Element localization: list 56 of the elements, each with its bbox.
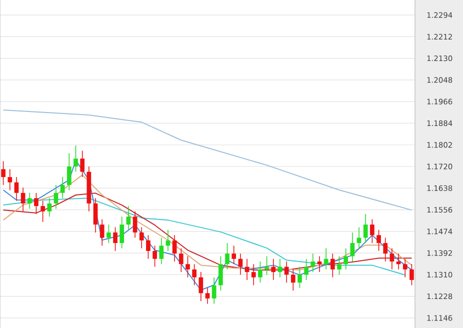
candlestick [93,198,98,233]
line-series [2,174,412,270]
candlestick [139,226,144,249]
candlestick [106,224,111,244]
candlestick [350,232,355,262]
candlestick [120,216,124,249]
candlestick [337,256,342,276]
candlestick [310,253,316,272]
candlestick [146,234,150,260]
candlestick [264,256,269,276]
candlestick [376,229,381,252]
candlestick [258,261,262,284]
candlestick [152,245,157,268]
candlestick [54,184,58,210]
line-series [2,110,412,211]
candlestick [251,264,256,286]
candlestick [47,198,52,218]
candlestick [178,248,184,272]
candlestick [40,200,45,222]
candlestick [370,218,374,244]
candlestick [80,150,85,178]
candlestick [8,168,12,191]
candlestick [74,144,78,172]
candlestick [1,160,6,186]
candlestick [198,272,204,302]
candlestick [186,256,190,278]
candlestick [20,187,26,212]
candlestick [27,192,32,210]
candlestick [232,245,236,265]
candlestick [14,176,19,202]
candlestick [212,276,216,304]
candlestick [225,242,230,270]
candlestick [290,269,296,291]
candlestick [100,218,104,246]
candlestick [410,264,414,286]
candlestick [390,248,394,270]
candlestick [304,258,308,280]
candlestick [60,176,65,199]
candlestick [238,253,243,276]
candlestick [132,210,138,238]
candlestick [298,266,302,288]
candlestick [34,192,38,214]
candlestick [344,248,348,270]
candlestick [172,234,177,262]
candlestick [126,206,131,230]
candlestick [363,214,368,244]
candlestick [330,253,335,278]
candlestick [66,152,72,191]
candlestick [192,264,196,286]
candlestick [271,258,276,280]
candlestick [205,287,210,304]
candlestick [402,258,408,278]
candlestick [113,226,118,252]
candlestick [159,237,164,265]
candlestick [218,256,223,291]
candlestick [383,237,388,262]
